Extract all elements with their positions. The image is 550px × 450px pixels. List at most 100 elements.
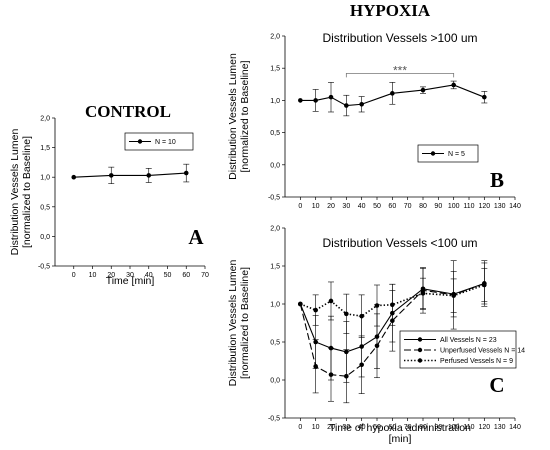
panel-a-x-tick-label: 50 [164,272,172,279]
panel-c-x-tick-label: 40 [358,424,366,431]
panel-c-series-2-point [359,362,364,368]
panel-a-x-axis-label: Time [min] [106,275,155,287]
panel-c-series-3-point [420,291,426,296]
panel-a-series-1 [71,163,190,185]
panel-c-y-axis-label: Distribution Vessels Lumen [227,260,239,387]
panel-a-y-axis-label: Distribution Vessels Lumen [9,129,21,256]
panel-a: -0,5 0,0 0,5 1,0 1,5 2,0 0 10 20 30 40 50 60 70 Distri… [9,116,209,288]
panel-b-series-1-point [390,91,395,96]
panel-b: -0,5 0,0 0,5 1,0 1,5 2,0 0 10 20 30 40 50 60 70 80 90 10… [227,31,521,210]
panel-b-x-tick-label: 30 [342,203,350,210]
panel-c-legend-marker [417,358,423,363]
panel-c-x-tick-label: 140 [509,424,521,431]
panel-c-x-tick-label: 10 [312,424,320,431]
panel-c: -0,5 0,0 0,5 1,0 1,5 2,0 0 10 20 30 40 50 60 70 80 90 10… [227,226,525,446]
panel-c-legend: All Vessels N = 23 Unperfused Vessels N =… [399,330,525,369]
panel-b-significance-label: *** [393,63,407,77]
panel-a-x-tick-label: 40 [145,272,153,279]
panel-c-series-2-point [344,373,349,379]
panel-a-y-tick-label: -0,5 [38,264,50,271]
panel-c-y-tick-label: 0,5 [270,340,280,347]
panel-c-legend-label: All Vessels N = 23 [440,337,497,344]
panel-a-legend: N = 10 [124,132,194,151]
panel-c-series-2-point [313,364,318,369]
panel-b-series-1-point [451,82,456,88]
panel-b-series-1-point [482,94,487,100]
panel-c-legend-label: Perfused Vessels N = 9 [440,358,513,365]
panel-c-letter: C [489,373,504,397]
hypoxia-heading: HYPOXIA [350,1,431,20]
panel-c-x-tick-label: 130 [494,424,506,431]
panel-c-y-tick-label: 1,0 [270,302,280,309]
panel-c-series-3-point [359,313,364,319]
panel-c-x-tick-label: 20 [327,424,335,431]
panel-a-series-1-line [73,172,187,178]
panel-a-x-tick-label: 10 [89,272,97,279]
panel-b-series-1-point [298,98,303,103]
panel-a-x-tick-label: 0 [72,272,76,279]
panel-b-x-tick-label: 130 [494,203,506,210]
panel-c-x-tick-label: 120 [478,424,490,431]
panel-b-x-tick-label: 140 [509,203,521,210]
panel-b-legend: N = 5 [417,144,479,163]
panel-c-x-tick-label: 80 [419,424,427,431]
panel-b-x-tick-label: 10 [312,203,320,210]
panel-c-x-axis-label: [min] [389,433,412,445]
panel-c-x-tick-label: 90 [434,424,442,431]
panel-c-series-2-point [328,372,334,377]
panel-c-legend-marker [417,347,423,353]
panel-a-y-tick-label: 2,0 [40,116,50,123]
panel-c-x-tick-label: 100 [448,424,460,431]
panel-b-x-tick-label: 20 [327,203,335,210]
panel-b-x-tick-label: 50 [373,203,381,210]
panel-a-x-tick-label: 20 [107,272,115,279]
panel-c-x-tick-label: 0 [298,424,302,431]
panel-c-legend-label: Unperfused Vessels N = 14 [440,348,525,355]
panel-c-series-3 [298,267,488,338]
panel-c-series-3-point [298,301,303,307]
panel-b-y-tick-label: 0,0 [270,162,280,169]
panel-a-y-axis-label: [normalized to Baseline] [21,136,33,248]
panel-c-y-tick-label: -0,5 [268,416,280,423]
panel-a-legend-label: N = 10 [155,139,176,146]
panel-c-x-axis-label: Time of hypoxia administration [329,422,471,434]
panel-a-y-tick-label: 1,0 [40,175,50,182]
panel-b-x-tick-label: 0 [298,203,302,210]
panel-c-series-3-point [390,302,395,308]
panel-b-legend-box [417,144,479,163]
panel-b-y-tick-label: 1,5 [270,66,280,73]
panel-b-series-1-point [313,98,318,103]
panel-c-x-tick-label: 50 [373,424,381,431]
panel-c-x-tick-label: 70 [404,424,412,431]
panel-a-y-tick-label: 0,5 [40,204,50,211]
panel-b-x-tick-label: 90 [434,203,442,210]
panel-a-x-tick-label: 70 [201,272,209,279]
panel-c-y-axis-label: [normalized to Baseline] [239,267,251,379]
panel-b-title: Distribution Vessels >100 um [322,31,477,45]
panel-c-series-3-point [374,303,380,308]
panel-a-series-1-point [71,174,77,180]
panel-b-y-axis-label: [normalized to Baseline] [239,60,251,172]
panel-c-y-tick-label: 1,5 [270,264,280,271]
panel-b-y-tick-label: -0,5 [268,195,280,202]
panel-c-series-2-line [299,282,485,377]
panel-c-series-3-line [300,284,485,317]
panel-c-x-tick-label: 30 [342,424,350,431]
panel-c-legend-marker [417,337,423,342]
panel-a-x-tick-label: 30 [126,272,134,279]
panel-c-series-3-point [328,298,334,304]
panel-b-series-1-point [420,87,426,93]
panel-a-series-1-point [183,170,189,176]
panel-c-series-3-point [344,311,349,317]
panel-b-y-tick-label: 2,0 [270,34,280,41]
panel-b-legend-marker [430,151,436,156]
panel-c-x-tick-label: 110 [463,424,474,431]
panel-c-y-tick-label: 0,0 [270,378,280,385]
panel-b-x-tick-label: 110 [463,203,474,210]
panel-c-series-2-point [374,343,380,349]
panel-b-legend-label: N = 5 [448,151,465,158]
panel-c-series-3-point [451,293,456,298]
panel-b-x-tick-label: 100 [448,203,460,210]
panel-b-y-tick-label: 0,5 [270,130,280,137]
